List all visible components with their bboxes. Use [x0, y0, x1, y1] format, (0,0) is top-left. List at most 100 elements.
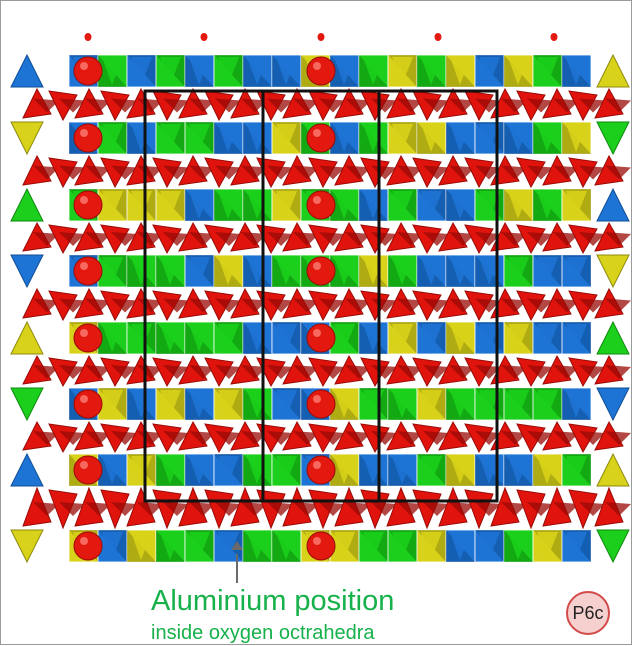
oxygen-tetrahedron-shade: [163, 165, 189, 180]
tetrahedron-front: [479, 57, 500, 85]
oxygen-tetrahedron-shade: [423, 365, 449, 379]
tetrahedron-front: [276, 57, 297, 85]
oxygen-tetrahedron-shade: [397, 431, 423, 445]
oxygen-tetrahedron-shade: [215, 431, 241, 445]
oxygen-tetrahedron-shade: [423, 165, 449, 180]
oxygen-tetrahedron-shade: [163, 298, 189, 313]
ion-sphere: [73, 123, 103, 153]
oxygen-tetrahedron-shade: [241, 298, 267, 313]
oxygen-tetrahedron-shade: [241, 365, 267, 379]
oxygen-tetrahedron-shade: [241, 165, 267, 180]
tetrahedron-front: [102, 532, 123, 560]
edge-tetrahedron: [596, 121, 630, 156]
oxygen-tetrahedron-shade: [33, 365, 59, 379]
oxygen-tetrahedron-shade: [423, 298, 449, 313]
oxygen-tetrahedron-shade: [137, 502, 163, 516]
tetrahedron-front: [392, 57, 413, 85]
tetrahedron-front: [363, 57, 384, 85]
ion-highlight: [313, 196, 321, 204]
tetrahedron-front: [450, 390, 471, 418]
oxygen-tetrahedron-shade: [553, 431, 579, 445]
tetrahedron-front: [421, 124, 442, 152]
oxygen-tetrahedron-shade: [605, 431, 631, 445]
oxygen-tetrahedron-shade: [215, 165, 241, 180]
tetrahedron-front: [160, 57, 181, 85]
oxygen-tetrahedron-shade: [397, 232, 423, 246]
tetrahedron-front: [218, 257, 239, 285]
tetrahedron-front: [363, 532, 384, 560]
tetrahedron-front: [508, 191, 529, 219]
oxygen-tetrahedron-shade: [215, 502, 241, 516]
oxygen-tetrahedron-shade: [423, 502, 449, 516]
oxygen-tetrahedron-shade: [527, 232, 553, 246]
tetrahedron-front: [131, 191, 152, 219]
tetrahedron-front: [450, 57, 471, 85]
oxygen-tetrahedron-shade: [345, 431, 371, 445]
tetrahedron-front: [276, 532, 297, 560]
tetrahedron-front: [508, 257, 529, 285]
oxygen-tetrahedron-shade: [319, 98, 345, 113]
oxygen-tetrahedron-shade: [59, 431, 85, 445]
tetrahedron-front: [537, 324, 558, 352]
oxygen-tetrahedron-shade: [553, 165, 579, 180]
oxygen-tetrahedron-shade: [501, 98, 527, 113]
oxygen-tetrahedron-shade: [33, 298, 59, 313]
oxygen-tetrahedron-shade: [111, 502, 137, 516]
tetrahedron-front: [131, 324, 152, 352]
oxygen-tetrahedron-shade: [85, 502, 111, 516]
oxygen-tetrahedron-shade: [527, 298, 553, 313]
tetrahedron-front: [334, 124, 355, 152]
oxygen-tetrahedron-shade: [449, 365, 475, 379]
tetrahedron-front: [566, 324, 587, 352]
tetrahedron-front: [189, 124, 210, 152]
tetrahedron-front: [189, 532, 210, 560]
oxygen-tetrahedron-shade: [527, 165, 553, 180]
tetrahedron-front: [479, 456, 500, 484]
edge-tetrahedron: [596, 187, 630, 222]
oxygen-tetrahedron-shade: [267, 502, 293, 516]
tetrahedron-front: [218, 390, 239, 418]
tetrahedron-front: [566, 57, 587, 85]
oxygen-tetrahedron-shade: [553, 502, 579, 516]
tetrahedron-front: [218, 324, 239, 352]
oxygen-tetrahedron-shade: [345, 502, 371, 516]
tetrahedron-front: [479, 324, 500, 352]
oxygen-tetrahedron-shade: [189, 365, 215, 379]
oxygen-tetrahedron-shade: [293, 165, 319, 180]
tetrahedron-front: [392, 390, 413, 418]
aluminium-position-caption: Aluminium position: [151, 585, 395, 617]
tetrahedron-front: [450, 324, 471, 352]
edge-tetrahedron: [596, 452, 630, 487]
tetrahedron-front: [189, 57, 210, 85]
oxygen-tetrahedron-shade: [397, 502, 423, 516]
oxygen-tetrahedron-shade: [501, 431, 527, 445]
oxygen-tetrahedron-shade: [319, 165, 345, 180]
tetrahedron-front: [479, 191, 500, 219]
oxygen-tetrahedron-shade: [163, 431, 189, 445]
oxygen-tetrahedron-shade: [501, 165, 527, 180]
ion-sphere: [73, 531, 103, 561]
tetrahedron-front: [102, 324, 123, 352]
tetrahedron-front: [218, 57, 239, 85]
oxygen-tetrahedron-shade: [579, 431, 605, 445]
edge-tetrahedron: [596, 254, 630, 289]
ion-sphere: [306, 56, 336, 86]
ion-highlight: [313, 262, 321, 270]
oxygen-tetrahedron-shade: [527, 98, 553, 113]
oxygen-tetrahedron-shade: [501, 365, 527, 379]
ion-sphere: [73, 256, 103, 286]
tetrahedron-front: [508, 57, 529, 85]
oxygen-tetrahedron-shade: [501, 232, 527, 246]
tetrahedron-front: [566, 257, 587, 285]
oxygen-tetrahedron-shade: [423, 431, 449, 445]
tetrahedron-front: [276, 456, 297, 484]
oxygen-tetrahedron-shade: [345, 298, 371, 313]
tetrahedron-front: [131, 257, 152, 285]
tetrahedron-front: [334, 390, 355, 418]
tetrahedron-front: [334, 191, 355, 219]
ion-dot: [200, 33, 208, 41]
tetrahedron-front: [189, 191, 210, 219]
oxygen-tetrahedron-shade: [33, 98, 59, 113]
oxygen-tetrahedron-shade: [449, 232, 475, 246]
oxygen-tetrahedron-shade: [475, 165, 501, 180]
